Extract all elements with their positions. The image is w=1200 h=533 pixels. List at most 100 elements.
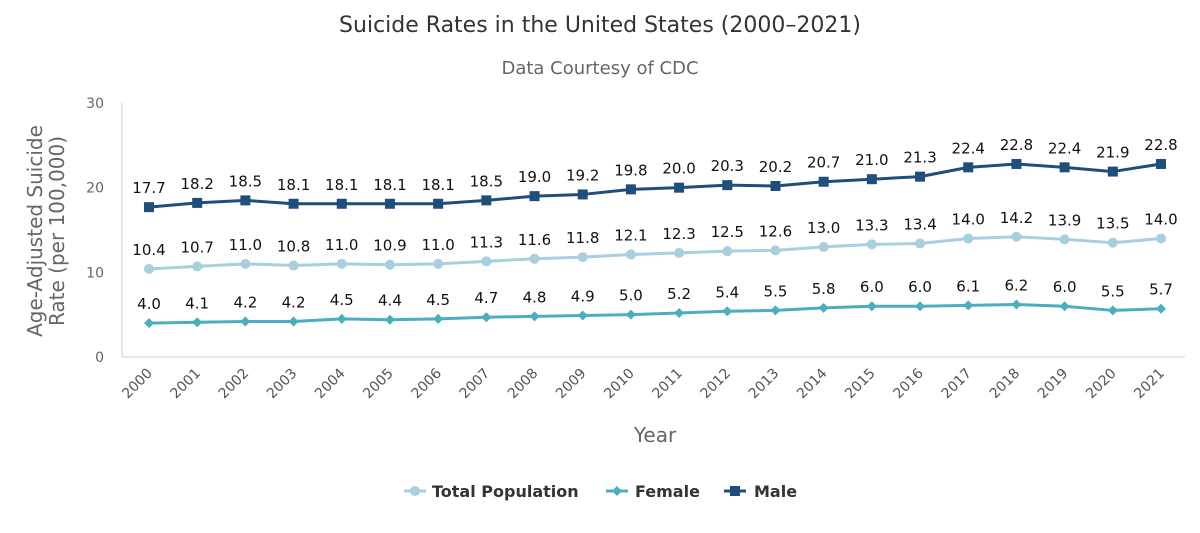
data-point-female	[240, 316, 251, 327]
data-label-female: 6.2	[1004, 277, 1028, 295]
x-tick-label: 2004	[312, 365, 349, 402]
y-tick-label: 30	[86, 96, 104, 112]
data-point-female	[1107, 305, 1118, 316]
data-label-male: 18.5	[470, 172, 503, 190]
data-point-total-population	[818, 241, 829, 252]
data-label-male: 18.1	[421, 176, 454, 194]
data-label-total-population: 12.1	[614, 227, 647, 245]
data-point-male	[577, 189, 588, 200]
legend-marker-female	[612, 486, 622, 496]
data-label-total-population: 13.5	[1096, 215, 1129, 233]
data-point-female	[770, 305, 781, 316]
data-point-total-population	[336, 258, 347, 269]
legend-label-female: Female	[635, 482, 700, 501]
data-label-total-population: 11.0	[229, 236, 262, 254]
data-point-female	[288, 316, 299, 327]
x-axis-title: Year	[633, 423, 677, 447]
data-point-male	[192, 197, 203, 208]
data-label-male: 20.2	[759, 158, 792, 176]
data-point-female	[625, 309, 636, 320]
data-label-total-population: 11.0	[325, 236, 358, 254]
data-label-male: 19.0	[518, 168, 551, 186]
x-tick-label: 2015	[842, 366, 879, 403]
chart-subtitle: Data Courtesy of CDC	[501, 58, 698, 79]
data-label-female: 4.5	[426, 291, 450, 309]
legend: Total Population Female Male	[404, 482, 797, 501]
data-label-female: 6.0	[1053, 278, 1077, 296]
data-point-total-population	[433, 258, 444, 269]
data-label-female: 4.8	[523, 288, 547, 306]
data-label-total-population: 11.0	[421, 236, 454, 254]
series-total-population	[144, 231, 1166, 274]
data-point-female	[963, 300, 974, 311]
data-label-female: 4.4	[378, 292, 402, 310]
data-point-total-population	[1011, 231, 1022, 242]
x-tick-label: 2020	[1083, 366, 1120, 403]
legend-item-total-population[interactable]: Total Population	[404, 482, 579, 501]
data-point-female	[915, 301, 926, 312]
legend-label-total-population: Total Population	[432, 482, 579, 501]
data-point-female	[1011, 299, 1022, 310]
data-point-total-population	[529, 253, 540, 264]
data-point-male	[384, 198, 395, 209]
legend-item-female[interactable]: Female	[606, 482, 700, 501]
data-label-male: 22.4	[952, 139, 985, 157]
series-line-male	[148, 162, 1162, 209]
data-label-female: 5.2	[667, 285, 691, 303]
data-point-total-population	[770, 245, 781, 256]
x-tick-label: 2016	[890, 365, 927, 402]
data-labels-layer: 10.4 10.7 11.0 10.8 11.0 10.9 11.0 11.3 11.6 11.8…	[132, 136, 1177, 313]
series-female	[144, 299, 1166, 329]
x-axis-ticks: 2000 2001 2002 2003 2004 2005 2006 2007 2008 2009…	[119, 365, 1168, 402]
data-label-male: 17.7	[132, 179, 165, 197]
data-label-female: 4.1	[185, 294, 209, 312]
data-point-male	[288, 198, 299, 209]
data-label-male: 20.3	[711, 157, 744, 175]
data-point-total-population	[963, 233, 974, 244]
data-point-female	[529, 311, 540, 322]
x-tick-label: 2002	[216, 366, 253, 403]
data-label-male: 22.4	[1048, 139, 1081, 157]
data-point-female	[1059, 301, 1070, 312]
data-label-total-population: 14.0	[952, 210, 985, 228]
data-label-female: 5.5	[1101, 282, 1125, 300]
data-label-total-population: 13.3	[855, 216, 888, 234]
data-point-male	[770, 180, 781, 191]
x-tick-label: 2021	[1131, 366, 1168, 403]
legend-marker-total-population	[410, 486, 420, 496]
x-tick-label: 2009	[553, 366, 590, 403]
data-point-male	[625, 184, 636, 195]
x-tick-label: 2008	[505, 366, 542, 403]
y-axis-title-line-1: Age-Adjusted Suicide	[23, 125, 47, 337]
data-point-male	[433, 198, 444, 209]
data-point-female	[481, 312, 492, 323]
data-point-male	[240, 195, 251, 206]
y-axis-title-line-2: Rate (per 100,000)	[45, 136, 69, 326]
data-label-male: 18.5	[229, 172, 262, 190]
x-tick-label: 2010	[601, 366, 638, 403]
data-point-male	[818, 176, 829, 187]
data-label-total-population: 10.9	[373, 237, 406, 255]
data-label-male: 20.0	[662, 160, 695, 178]
data-point-total-population	[1059, 234, 1070, 245]
y-tick-label: 20	[86, 181, 104, 197]
data-point-male	[1011, 158, 1022, 169]
data-point-male	[866, 174, 877, 185]
x-tick-label: 2017	[939, 366, 976, 403]
legend-item-male[interactable]: Male	[724, 482, 797, 501]
data-label-female: 4.5	[330, 291, 354, 309]
data-label-female: 4.2	[233, 293, 257, 311]
data-label-total-population: 11.8	[566, 229, 599, 247]
data-label-male: 18.2	[180, 175, 213, 193]
data-label-female: 5.4	[715, 283, 739, 301]
data-point-total-population	[144, 263, 154, 274]
data-label-female: 4.7	[474, 289, 498, 307]
y-tick-label: 0	[95, 350, 104, 366]
data-point-total-population	[1156, 233, 1166, 244]
x-tick-label: 2003	[264, 366, 301, 403]
x-tick-label: 2013	[746, 366, 783, 403]
data-label-total-population: 12.3	[662, 225, 695, 243]
legend-marker-male	[730, 486, 740, 496]
data-point-total-population	[192, 261, 203, 272]
data-label-male: 22.8	[1144, 136, 1177, 154]
